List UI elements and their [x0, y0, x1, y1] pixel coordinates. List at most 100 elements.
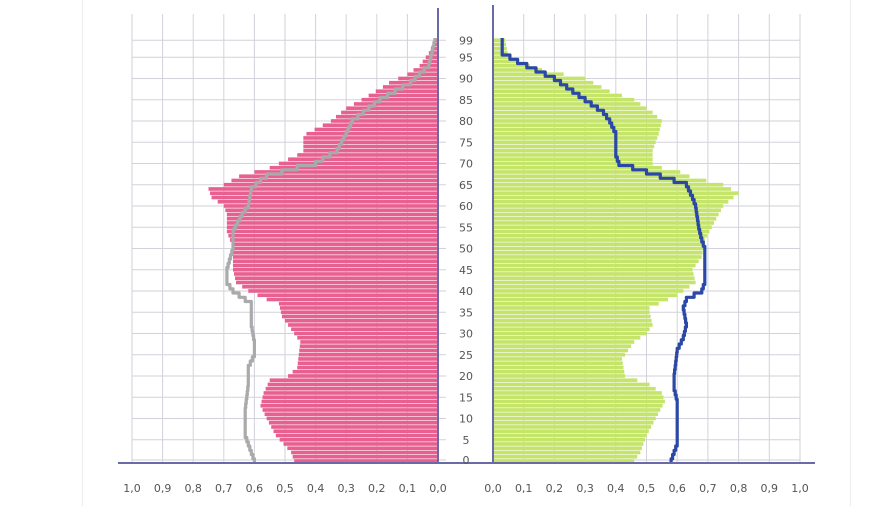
y-tick-label: 99 — [459, 34, 473, 47]
bar-left — [234, 272, 438, 276]
x-tick-label-left: 0,6 — [246, 482, 264, 495]
bar-left — [268, 420, 438, 425]
bar-right — [493, 153, 653, 157]
bar-right — [493, 403, 663, 408]
bar-left — [262, 395, 438, 400]
y-tick-label: 85 — [459, 94, 473, 107]
bar-right — [493, 97, 635, 102]
bar-right — [493, 195, 734, 200]
bar-left — [254, 170, 438, 174]
bar-right — [493, 386, 656, 391]
bar-left — [389, 80, 438, 85]
bar-left — [235, 276, 438, 281]
bar-left — [303, 144, 438, 149]
bar-left — [208, 187, 438, 191]
bar-left — [407, 72, 438, 77]
x-tick-label-left: 0,1 — [399, 482, 417, 495]
bar-left — [297, 153, 438, 157]
panel-border-right — [850, 0, 851, 506]
x-tick-label-right: 0,3 — [576, 482, 594, 495]
bar-right — [493, 110, 653, 115]
y-tick-label: 45 — [459, 264, 473, 277]
bar-right — [493, 174, 690, 179]
bar-right — [493, 318, 652, 323]
y-tick-label: 35 — [459, 306, 473, 319]
bar-left — [297, 365, 438, 370]
x-tick-label-left: 0,7 — [215, 482, 233, 495]
bar-left — [257, 293, 438, 298]
x-tick-label-left: 0,0 — [429, 482, 447, 495]
bar-right — [493, 208, 721, 213]
bar-right — [493, 250, 703, 255]
bar-left — [211, 195, 438, 200]
bar-left — [288, 323, 438, 327]
bar-left — [361, 97, 438, 102]
bar-left — [330, 119, 438, 123]
bar-left — [229, 238, 438, 242]
bar-right — [493, 425, 652, 429]
x-tick-label-right: 0,6 — [668, 482, 686, 495]
bar-right — [493, 89, 610, 94]
bar-right — [493, 306, 650, 310]
bar-right — [493, 408, 661, 412]
bar-right — [493, 450, 641, 455]
bar-right — [493, 395, 664, 400]
bar-left — [239, 174, 438, 179]
bar-right — [493, 365, 624, 370]
bar-right — [493, 216, 717, 221]
x-tick-label-right: 0,2 — [546, 482, 564, 495]
bar-right — [493, 429, 649, 434]
bar-left — [267, 382, 438, 387]
bar-right — [493, 93, 622, 98]
right-bars — [493, 38, 739, 463]
y-tick-label: 95 — [459, 51, 473, 64]
bar-right — [493, 148, 653, 153]
bar-right — [493, 361, 623, 366]
bar-left — [303, 148, 438, 153]
bar-left — [271, 425, 438, 429]
x-tick-label-left: 0,5 — [276, 482, 294, 495]
bar-left — [297, 361, 438, 366]
bar-left — [226, 212, 438, 217]
bar-right — [493, 38, 506, 43]
x-tick-label-left: 0,3 — [337, 482, 355, 495]
bar-left — [314, 127, 438, 132]
bar-left — [299, 344, 438, 349]
bar-right — [493, 46, 507, 51]
bar-left — [353, 102, 438, 106]
bar-right — [493, 76, 586, 81]
x-tick-label-right: 0,9 — [761, 482, 779, 495]
tick-labels: 0 5 10 15 20 25 30 35 40 45 50 55 60 65 70 75 80 85 90 95 99… — [123, 34, 809, 495]
bar-right — [493, 272, 694, 276]
bar-left — [283, 442, 438, 446]
y-tick-label: 30 — [459, 328, 473, 341]
bar-right — [493, 378, 638, 383]
bar-right — [493, 114, 658, 119]
bar-left — [210, 191, 438, 196]
bar-right — [493, 327, 650, 332]
y-tick-label: 0 — [463, 454, 470, 467]
bar-right — [493, 55, 509, 60]
bar-left — [260, 403, 438, 408]
y-tick-label: 65 — [459, 179, 473, 192]
bar-right — [493, 263, 696, 268]
bar-left — [300, 340, 438, 344]
bar-left — [232, 259, 438, 264]
x-tick-label-left: 1,0 — [123, 482, 141, 495]
bar-left — [228, 233, 438, 238]
bar-left — [273, 429, 438, 434]
bar-right — [493, 382, 650, 387]
bar-right — [493, 225, 712, 230]
x-tick-label-right: 0,4 — [607, 482, 625, 495]
bar-left — [232, 255, 438, 259]
bar-left — [298, 352, 438, 357]
bar-right — [493, 433, 647, 438]
bar-right — [493, 119, 662, 123]
bar-left — [269, 165, 438, 170]
bar-right — [493, 412, 659, 417]
bar-left — [382, 85, 438, 89]
bar-right — [493, 442, 644, 446]
y-tick-label: 15 — [459, 391, 473, 404]
y-tick-label: 90 — [459, 73, 473, 86]
